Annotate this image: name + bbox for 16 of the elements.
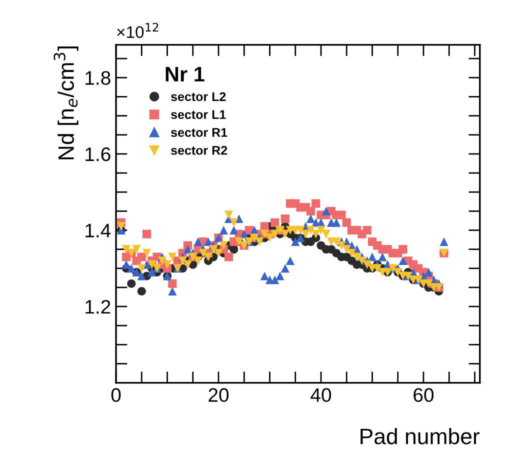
x-tick-label: 60	[414, 388, 434, 402]
legend-title: Nr 1	[166, 66, 204, 82]
y-tick-label: 1.8	[86, 71, 110, 85]
y-tick-label: 1.2	[86, 300, 110, 314]
legend-label: sector R2	[171, 146, 228, 155]
x-tick-label: 40	[310, 388, 332, 402]
y-axis-title: Nd [n$_{e}$/cm$^{3}$]	[54, 46, 78, 160]
y-tick-label: 1.4	[86, 224, 111, 238]
x-tick-label: 0	[111, 388, 121, 402]
text: ×10$^{12}$	[117, 22, 158, 38]
y-tick-label: 1.6	[86, 147, 110, 162]
x-axis-title: Pad number	[360, 428, 480, 444]
legend-label: sector R1	[171, 128, 228, 137]
legend-label: sector L1	[171, 110, 226, 119]
legend-label: sector L2	[171, 92, 226, 102]
x-tick-label: 20	[208, 388, 229, 402]
